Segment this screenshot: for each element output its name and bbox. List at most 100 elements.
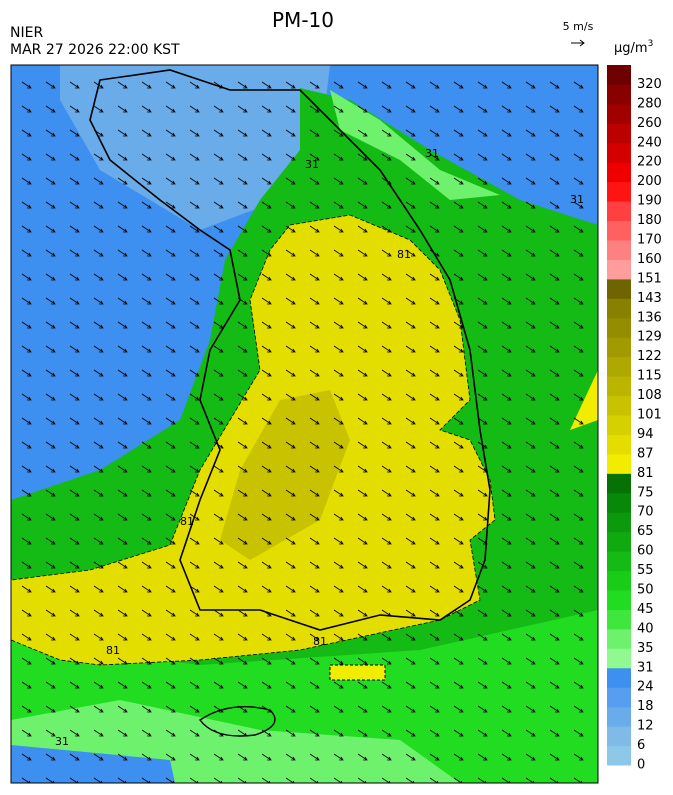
wind-arrow — [45, 81, 56, 89]
wind-arrow — [117, 201, 128, 209]
wind-arrow — [285, 249, 296, 257]
wind-arrow — [501, 513, 512, 521]
wind-arrow — [405, 393, 416, 401]
wind-arrow — [501, 753, 512, 761]
colorbar-swatch — [607, 492, 631, 513]
wind-arrow — [21, 705, 32, 713]
wind-arrow — [237, 561, 248, 569]
wind-arrow — [213, 753, 224, 761]
wind-arrow — [21, 537, 32, 545]
wind-arrow — [21, 105, 32, 113]
wind-arrow — [309, 297, 320, 305]
wind-arrow — [45, 561, 56, 569]
wind-arrow — [93, 345, 104, 353]
wind-arrow — [549, 393, 560, 401]
wind-arrow — [93, 705, 104, 713]
wind-arrow — [549, 609, 560, 617]
agency: NIER — [10, 25, 43, 41]
wind-arrow — [501, 417, 512, 425]
wind-arrow — [333, 681, 344, 689]
wind-arrow — [429, 777, 439, 783]
colorbar-label: 240 — [637, 135, 662, 150]
wind-arrow — [165, 393, 176, 401]
wind-arrow — [573, 681, 584, 689]
wind-arrow — [93, 249, 104, 257]
wind-arrow — [405, 681, 416, 689]
wind-arrow — [141, 393, 152, 401]
wind-arrow — [453, 777, 463, 783]
wind-arrow — [477, 201, 488, 209]
wind-arrow — [549, 657, 560, 665]
wind-arrow — [285, 177, 296, 185]
wind-arrow — [501, 657, 512, 665]
wind-arrow — [285, 369, 296, 377]
wind-arrow — [429, 393, 440, 401]
colorbar-swatch — [607, 84, 631, 105]
wind-arrow — [357, 201, 368, 209]
wind-arrow — [477, 561, 488, 569]
wind-arrow — [429, 657, 440, 665]
wind-arrow — [117, 105, 128, 113]
wind-arrow — [309, 537, 320, 545]
wind-arrow — [69, 177, 80, 185]
wind-arrow — [357, 441, 368, 449]
wind-arrow — [213, 105, 224, 113]
wind-arrow — [501, 81, 512, 89]
wind-arrow — [93, 297, 104, 305]
wind-arrow — [549, 249, 560, 257]
wind-arrow — [501, 321, 512, 329]
wind-arrow — [381, 753, 392, 761]
wind-arrow — [357, 561, 368, 569]
wind-arrow — [261, 633, 272, 641]
wind-arrow — [357, 273, 368, 281]
wind-arrow — [309, 753, 320, 761]
wind-arrow — [93, 561, 104, 569]
wind-arrow — [237, 105, 248, 113]
wind-arrow — [45, 537, 56, 545]
wind-arrow — [141, 129, 152, 137]
wind-arrow — [93, 681, 104, 689]
wind-arrow — [261, 177, 272, 185]
wind-arrow — [117, 561, 128, 569]
wind-arrow — [93, 273, 104, 281]
wind-arrow — [573, 441, 584, 449]
wind-arrow — [117, 321, 128, 329]
wind-arrow — [381, 297, 392, 305]
wind-arrow — [261, 609, 272, 617]
wind-arrow — [189, 537, 200, 545]
wind-arrow — [93, 153, 104, 161]
wind-arrow — [573, 225, 584, 233]
wind-arrow — [525, 681, 536, 689]
wind-arrow — [141, 417, 152, 425]
wind-arrow — [333, 561, 344, 569]
wind-arrow — [21, 177, 32, 185]
wind-arrow — [477, 513, 488, 521]
wind-arrow — [525, 465, 536, 473]
wind-arrow — [453, 81, 464, 89]
wind-arrow — [381, 609, 392, 617]
wind-arrow — [21, 753, 32, 761]
colorbar-swatch — [607, 648, 631, 669]
unit: μg/m3 — [614, 39, 653, 56]
wind-arrow — [549, 585, 560, 593]
colorbar-label: 70 — [637, 505, 654, 520]
wind-arrow — [213, 729, 224, 737]
colorbar-label: 55 — [637, 563, 654, 578]
wind-arrow — [573, 585, 584, 593]
wind-arrow — [357, 369, 368, 377]
wind-arrow — [117, 297, 128, 305]
colorbar-swatch — [607, 337, 631, 358]
wind-arrow — [525, 129, 536, 137]
wind-arrow — [573, 753, 584, 761]
wind-arrow — [429, 105, 440, 113]
wind-arrow — [237, 393, 248, 401]
wind-arrow — [189, 177, 200, 185]
wind-arrow — [117, 345, 128, 353]
wind-arrow — [573, 393, 584, 401]
wind-arrow — [21, 729, 32, 737]
wind-arrow — [381, 585, 392, 593]
wind-arrow — [405, 441, 416, 449]
wind-arrow — [333, 657, 344, 665]
wind-arrow — [45, 105, 56, 113]
wind-arrow — [189, 561, 200, 569]
